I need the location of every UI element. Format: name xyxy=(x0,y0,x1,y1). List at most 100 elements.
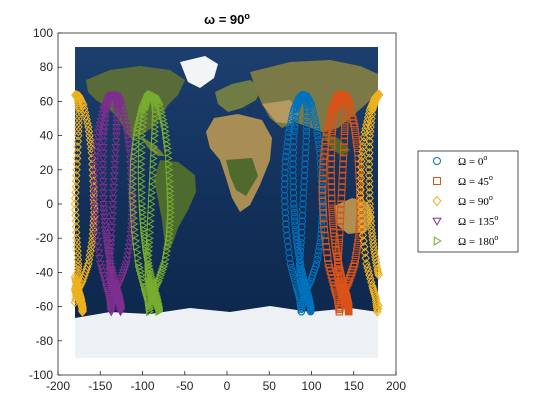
data-point xyxy=(335,234,344,242)
data-point-interp xyxy=(365,147,374,158)
data-point-interp xyxy=(120,116,130,125)
data-point-interp xyxy=(165,154,173,163)
data-point-interp xyxy=(112,128,121,136)
data-point-interp xyxy=(281,180,289,188)
x-tick-label: 150 xyxy=(344,379,364,393)
data-point xyxy=(135,259,143,269)
data-point-interp xyxy=(73,246,82,256)
data-point-interp xyxy=(72,170,81,181)
data-point-interp xyxy=(327,137,336,146)
legend-marker xyxy=(433,236,442,246)
data-point-interp xyxy=(356,184,365,195)
data-point-interp xyxy=(149,176,157,186)
data-point-interp xyxy=(312,119,320,128)
data-point-interp xyxy=(293,239,301,248)
data-point xyxy=(356,190,365,201)
data-point-interp xyxy=(310,112,318,120)
data-point-interp xyxy=(328,127,336,136)
data-point-interp xyxy=(341,119,349,127)
data-point-interp xyxy=(319,163,327,171)
data-point xyxy=(362,258,371,269)
data-point-interp xyxy=(291,119,299,127)
data-point-interp xyxy=(296,263,304,271)
data-point-interp xyxy=(72,237,82,248)
data-point-interp xyxy=(151,284,160,294)
data-point-interp xyxy=(359,236,368,246)
data-point-interp xyxy=(150,286,159,296)
data-point-interp xyxy=(143,289,151,299)
data-point xyxy=(365,130,374,141)
y-tick-label: -60 xyxy=(36,300,54,314)
data-point-interp xyxy=(79,273,88,284)
data-point xyxy=(340,131,349,140)
data-point-interp xyxy=(365,181,374,192)
data-point-interp xyxy=(85,250,95,261)
data-point-interp xyxy=(300,171,309,180)
data-point-interp xyxy=(314,251,322,260)
data-point-interp xyxy=(327,149,336,157)
legend-label: Ω = 45o xyxy=(458,173,493,188)
data-point xyxy=(166,182,175,192)
data-point-interp xyxy=(319,214,328,222)
data-point-interp xyxy=(292,229,300,237)
data-point-interp xyxy=(364,159,374,170)
data-point-interp xyxy=(355,225,364,234)
data-point-interp xyxy=(104,253,114,261)
data-point-interp xyxy=(167,203,175,213)
data-point-interp xyxy=(150,142,159,152)
data-point-interp xyxy=(166,186,175,196)
data-point-interp xyxy=(107,218,117,226)
data-point-interp xyxy=(122,256,132,265)
data-point xyxy=(289,166,297,174)
data-point-interp xyxy=(140,277,148,287)
data-point-interp xyxy=(285,254,294,262)
data-point xyxy=(328,200,336,208)
data-point-interp xyxy=(142,102,150,111)
data-point-interp xyxy=(143,291,152,301)
data-point-interp xyxy=(139,212,148,222)
data-point-interp xyxy=(365,176,374,187)
data-point-interp xyxy=(129,185,138,195)
data-point-interp xyxy=(281,203,289,211)
data-point-interp xyxy=(138,148,146,158)
data-point-interp xyxy=(127,213,137,222)
data-point-interp xyxy=(281,197,289,205)
y-axis: 100 80 60 40 20 0 -20 -40 -60 -80 -100 xyxy=(29,26,62,382)
x-tick-label: -200 xyxy=(46,379,70,393)
data-point-interp xyxy=(281,168,289,177)
data-point-interp xyxy=(289,177,297,185)
data-point-interp xyxy=(147,211,155,220)
data-point-interp xyxy=(328,123,337,131)
data-point-interp xyxy=(101,233,111,242)
data-point xyxy=(164,148,173,158)
data-point-interp xyxy=(166,225,174,235)
data-point-interp xyxy=(313,127,321,136)
data-point-interp xyxy=(154,278,163,288)
data-point xyxy=(312,123,321,131)
x-tick-label: -150 xyxy=(88,379,112,393)
data-point-interp xyxy=(338,171,347,180)
data-point xyxy=(358,224,367,235)
data-point-interp xyxy=(82,114,91,125)
series-triangle-right xyxy=(129,90,175,317)
data-point-interp xyxy=(104,250,113,258)
data-point-interp xyxy=(283,231,291,240)
data-point-interp xyxy=(299,206,307,214)
data-point-interp xyxy=(351,255,359,264)
data-point-interp xyxy=(357,207,366,218)
data-point-interp xyxy=(366,117,376,128)
data-point-interp xyxy=(103,243,112,252)
data-point xyxy=(299,200,307,208)
data-point-interp xyxy=(129,196,138,206)
data-point-interp xyxy=(289,160,297,168)
y-tick-label: 100 xyxy=(33,26,53,40)
data-point-interp xyxy=(72,159,82,170)
data-point-interp xyxy=(287,263,296,272)
data-point xyxy=(324,260,333,268)
data-point xyxy=(103,247,113,255)
data-point-interp xyxy=(367,220,376,231)
data-point-interp xyxy=(357,219,367,229)
data-point xyxy=(280,191,289,200)
data-point-interp xyxy=(102,240,112,248)
data-point-interp xyxy=(320,152,328,161)
